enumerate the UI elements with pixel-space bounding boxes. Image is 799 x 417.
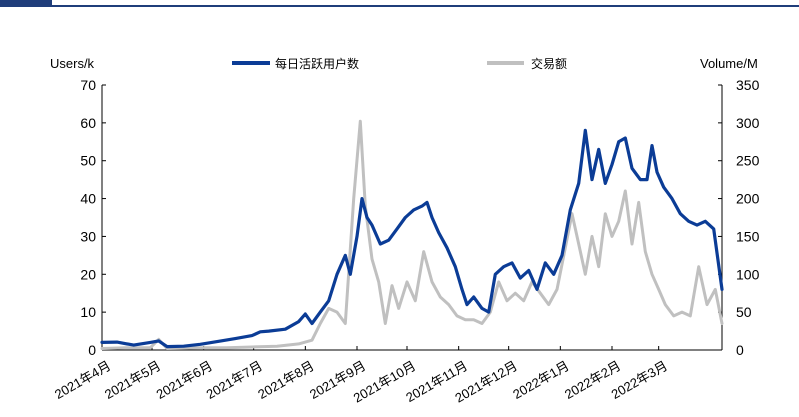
right-tick-label: 150 — [736, 228, 760, 244]
left-axis-title: Users/k — [50, 56, 95, 71]
left-tick-label: 30 — [80, 228, 96, 244]
right-tick-label: 100 — [736, 266, 760, 282]
legend: 每日活跃用户数 交易额 — [232, 56, 567, 71]
left-tick-label: 20 — [80, 266, 96, 282]
left-tick-label: 70 — [80, 77, 96, 93]
right-tick-label: 50 — [736, 304, 752, 320]
axes: 0 10 20 30 40 50 60 70 0 50 100 150 200 250 300 350 2021… — [52, 77, 760, 406]
header-accent-bar — [0, 0, 52, 6]
legend-label-dau: 每日活跃用户数 — [275, 56, 359, 71]
x-tick-label: 2021年7月 — [204, 358, 265, 402]
right-tick-label: 0 — [736, 342, 744, 358]
x-tick-label: 2022年1月 — [510, 358, 571, 402]
x-tick-label: 2021年6月 — [154, 358, 215, 402]
x-tick-label: 2021年4月 — [52, 358, 113, 402]
left-tick-label: 10 — [80, 304, 96, 320]
right-tick-label: 300 — [736, 115, 760, 131]
right-tick-label: 200 — [736, 191, 760, 207]
right-tick-label: 250 — [736, 153, 760, 169]
left-tick-label: 0 — [88, 342, 96, 358]
left-tick-label: 40 — [80, 191, 96, 207]
series-line-dau — [100, 128, 724, 349]
left-tick-label: 50 — [80, 153, 96, 169]
x-tick-label: 2021年8月 — [255, 358, 316, 402]
series-line-volume — [100, 119, 724, 350]
header-rule — [0, 5, 799, 7]
x-tick-label: 2021年5月 — [102, 358, 163, 402]
right-axis-title: Volume/M — [700, 56, 758, 71]
left-tick-label: 60 — [80, 115, 96, 131]
right-tick-label: 350 — [736, 77, 760, 93]
legend-label-volume: 交易额 — [531, 56, 567, 71]
series — [100, 119, 724, 350]
